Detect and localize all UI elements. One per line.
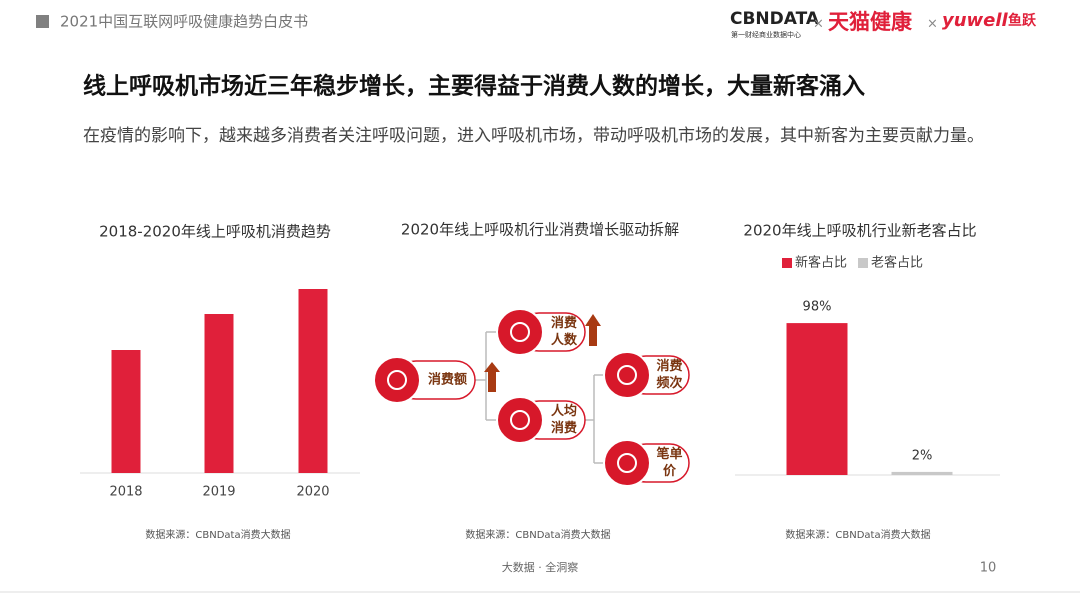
bar	[298, 289, 328, 473]
node-circle	[496, 308, 544, 356]
page-number: 10	[980, 561, 997, 576]
chart-title: 2020年线上呼吸机行业新老客占比	[743, 222, 976, 240]
node-label: 消费	[551, 315, 577, 331]
logo-separator: ×	[813, 17, 824, 32]
node-circle	[496, 396, 544, 444]
node-label: 消费额	[428, 372, 467, 388]
source: 数据来源：CBNData消费大数据	[785, 528, 930, 541]
chart-title: 2018-2020年线上呼吸机消费趋势	[99, 223, 331, 241]
node-label: 人均	[551, 403, 577, 419]
x-tick-label: 2020	[296, 485, 329, 500]
x-tick-label: 2019	[202, 485, 235, 500]
bar	[786, 323, 848, 475]
node-label: 频次	[656, 375, 682, 391]
value-label: 2%	[912, 448, 933, 463]
legend-swatch	[858, 258, 868, 268]
logo-cbndata: CBNDATA	[730, 9, 820, 29]
legend-label: 老客占比	[871, 255, 923, 271]
subtitle: 在疫情的影响下，越来越多消费者关注呼吸问题，进入呼吸机市场，带动呼吸机市场的发展…	[83, 126, 984, 146]
x-tick-label: 2018	[109, 485, 142, 500]
value-label: 98%	[803, 300, 832, 315]
logo-yuwell: yuwell	[942, 10, 1009, 31]
bar	[111, 350, 141, 473]
legend-label: 新客占比	[795, 255, 847, 271]
source: 数据来源：CBNData消费大数据	[465, 528, 610, 541]
node-circle	[373, 356, 421, 404]
diagram-title: 2020年线上呼吸机行业消费增长驱动拆解	[401, 221, 679, 239]
report-name: 2021中国互联网呼吸健康趋势白皮书	[60, 13, 308, 31]
source: 数据来源：CBNData消费大数据	[145, 528, 290, 541]
node-label: 笔单	[656, 446, 682, 462]
logo-cbndata-sub: 第一财经商业数据中心	[731, 30, 801, 39]
node-circle	[603, 351, 651, 399]
node-icon	[510, 322, 530, 342]
node-label: 消费	[656, 358, 682, 374]
node-label: 消费	[551, 420, 577, 436]
logo-yuwell-cn: 鱼跃	[1008, 12, 1037, 29]
up-arrow	[484, 362, 500, 392]
bar	[891, 471, 953, 475]
node-icon	[617, 365, 637, 385]
up-arrow	[585, 314, 601, 346]
footer-tagline: 大数据 · 全洞察	[502, 560, 579, 574]
logo-separator: ×	[927, 17, 938, 32]
node-circle	[603, 439, 651, 487]
slide-title: 线上呼吸机市场近三年稳步增长，主要得益于消费人数的增长，大量新客涌入	[83, 73, 865, 100]
node-label: 价	[663, 464, 677, 479]
node-icon	[510, 410, 530, 430]
logo-tmall: 天猫健康	[828, 10, 913, 34]
bar	[204, 314, 234, 473]
node-label: 人数	[551, 332, 578, 348]
legend-swatch	[782, 258, 792, 268]
connectors	[475, 331, 605, 464]
node-icon	[387, 370, 407, 390]
node-icon	[617, 453, 637, 473]
header-icon	[36, 15, 49, 28]
